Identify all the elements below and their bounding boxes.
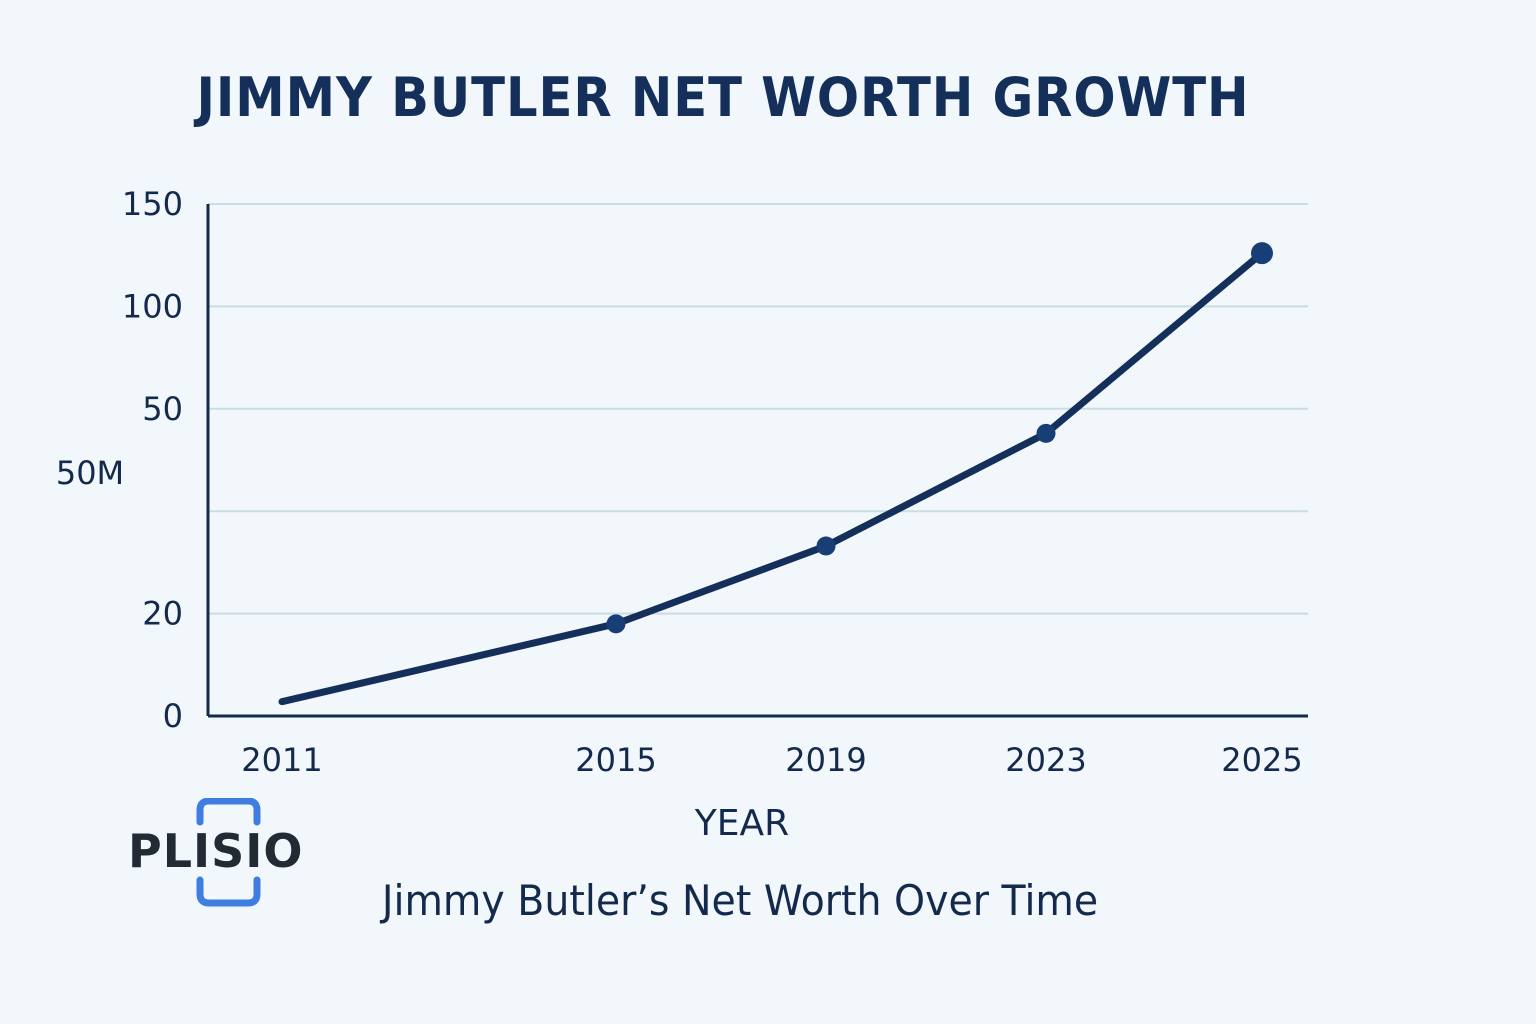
series-line <box>278 249 1266 706</box>
y-axis-label: 50M <box>56 454 124 492</box>
y-tick-label: 0 <box>163 697 183 735</box>
y-tick-label: 50 <box>142 390 183 428</box>
logo-text: PLISIO <box>128 824 304 878</box>
series-markers <box>606 242 1273 634</box>
axes <box>206 204 1308 718</box>
y-tick-label: 150 <box>122 185 183 223</box>
x-tick-label: 2011 <box>241 741 322 779</box>
y-tick-label: 100 <box>122 287 183 325</box>
x-tick-label: 2019 <box>785 741 866 779</box>
plisio-logo: PLISIO <box>128 798 308 910</box>
x-tick-label: 2025 <box>1221 741 1302 779</box>
data-point <box>1036 423 1056 443</box>
logo-frame-icon <box>196 798 261 907</box>
gridlines <box>208 203 1308 615</box>
x-axis-label: YEAR <box>694 803 789 844</box>
x-tick-label: 2023 <box>1005 741 1086 779</box>
chart-title: JIMMY BUTLER NET WORTH GROWTH <box>196 66 1250 129</box>
data-point <box>816 536 836 556</box>
y-tick-label: 20 <box>142 595 183 633</box>
y-tick-labels: 150 100 50 20 0 <box>122 185 183 735</box>
series-line-path <box>278 249 1266 706</box>
data-point <box>606 614 626 634</box>
x-tick-label: 2015 <box>575 741 656 779</box>
chart-subtitle: Jimmy Butler’s Net Worth Over Time <box>381 876 1099 925</box>
x-tick-labels: 2011 2015 2019 2023 2025 <box>241 741 1302 779</box>
data-point <box>1251 242 1273 265</box>
